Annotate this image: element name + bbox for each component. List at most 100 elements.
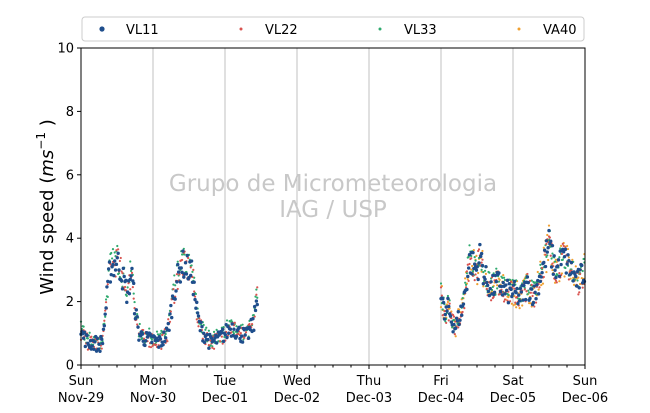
y-tick-label: 8 [66, 105, 74, 120]
point-vl22 [115, 249, 118, 252]
point-vl11 [542, 260, 546, 265]
point-vl11 [169, 303, 173, 308]
point-vl22 [256, 286, 259, 289]
point-va40 [481, 249, 484, 253]
point-vl11 [556, 258, 561, 262]
point-vl22 [255, 293, 258, 296]
point-vl11 [251, 317, 255, 321]
point-vl11 [240, 334, 244, 338]
point-vl11 [205, 332, 209, 337]
point-va40 [464, 277, 467, 280]
point-vl11 [453, 326, 458, 331]
point-vl11 [580, 263, 584, 268]
point-vl11 [507, 282, 511, 286]
point-va40 [446, 300, 450, 304]
point-vl11 [182, 275, 186, 279]
point-vl22 [490, 299, 493, 302]
point-vl11 [199, 320, 203, 324]
point-vl11 [105, 285, 109, 289]
point-vl11 [519, 290, 524, 294]
point-va40 [518, 307, 521, 310]
point-vl11 [521, 298, 525, 302]
point-vl22 [549, 254, 552, 257]
point-vl22 [149, 346, 153, 349]
point-vl22 [178, 273, 181, 276]
legend-marker-vl22 [239, 27, 243, 31]
point-vl22 [453, 333, 456, 336]
point-vl33 [174, 284, 177, 287]
point-vl22 [172, 287, 175, 291]
point-vl11 [98, 349, 102, 353]
point-vl11 [121, 266, 126, 271]
point-vl22 [533, 305, 536, 308]
point-va40 [580, 276, 583, 280]
point-vl22 [123, 285, 127, 289]
point-vl11 [101, 327, 106, 331]
point-vl22 [457, 326, 460, 329]
point-vl11 [173, 297, 177, 301]
point-vl33 [141, 337, 144, 340]
point-vl11 [228, 327, 233, 331]
point-vl11 [460, 313, 464, 317]
point-vl11 [517, 293, 521, 297]
point-vl11 [536, 278, 540, 283]
point-vl22 [579, 272, 582, 276]
point-vl11 [535, 283, 539, 287]
point-vl11 [206, 337, 210, 342]
x-tick-date: Dec-06 [562, 391, 608, 406]
point-va40 [546, 233, 549, 237]
point-vl22 [577, 293, 580, 296]
point-vl33 [231, 330, 235, 333]
point-vl11 [441, 297, 445, 301]
point-vl11 [112, 273, 116, 278]
point-vl11 [144, 339, 148, 343]
point-vl33 [129, 260, 132, 263]
point-va40 [480, 270, 483, 273]
grid-lines [152, 48, 514, 365]
point-vl11 [540, 270, 544, 275]
point-vl11 [493, 273, 498, 278]
point-vl11 [533, 290, 537, 295]
point-va40 [477, 271, 480, 275]
point-vl11 [100, 337, 104, 341]
point-vl11 [100, 341, 105, 346]
point-vl11 [192, 280, 196, 284]
watermark: Grupo de Micrometeorologia IAG / USP [169, 171, 497, 223]
point-vl33 [559, 247, 562, 250]
point-vl11 [104, 306, 108, 310]
point-vl11 [483, 277, 487, 281]
point-vl11 [230, 322, 234, 326]
point-vl11 [559, 262, 563, 267]
point-vl11 [106, 267, 111, 271]
point-vl33 [473, 255, 476, 259]
point-vl33 [561, 258, 564, 261]
point-vl22 [250, 323, 254, 326]
point-va40 [498, 278, 501, 281]
point-vl11 [174, 289, 178, 293]
legend-label-va40: VA40 [543, 23, 577, 38]
point-vl11 [563, 247, 568, 252]
point-vl22 [212, 347, 216, 350]
point-vl11 [554, 275, 558, 280]
legend-marker-vl33 [378, 27, 382, 31]
point-vl33 [132, 292, 135, 295]
point-vl11 [143, 343, 147, 348]
point-vl11 [95, 336, 100, 341]
point-va40 [515, 306, 518, 309]
point-va40 [496, 284, 499, 287]
watermark-line-1: Grupo de Micrometeorologia [169, 171, 497, 197]
point-vl11 [525, 275, 530, 279]
point-vl22 [201, 337, 204, 340]
point-vl22 [558, 272, 561, 275]
point-vl33 [496, 287, 499, 290]
point-va40 [536, 270, 539, 274]
point-vl11 [442, 317, 447, 321]
point-vl11 [557, 274, 562, 278]
point-vl22 [180, 258, 184, 262]
point-vl11 [162, 330, 166, 334]
point-va40 [574, 265, 577, 268]
point-vl22 [230, 331, 233, 334]
point-vl11 [116, 251, 120, 256]
point-vl22 [244, 331, 248, 334]
point-vl11 [124, 278, 128, 282]
